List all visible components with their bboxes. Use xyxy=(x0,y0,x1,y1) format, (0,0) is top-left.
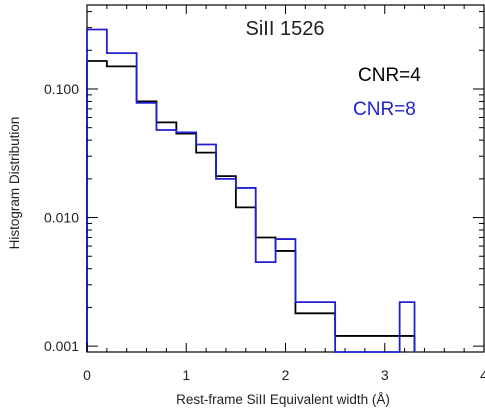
y-tick-label: 0.001 xyxy=(44,338,79,354)
series-layer xyxy=(86,28,416,353)
plot-frame xyxy=(86,4,485,353)
plot-area xyxy=(86,4,485,353)
y-axis-label: Histogram Distribution xyxy=(7,117,22,250)
series-line-cnr-8 xyxy=(86,28,416,353)
x-tick-label: 2 xyxy=(282,367,290,383)
legend-entry-cnr4: CNR=4 xyxy=(358,65,421,86)
x-tick-label: 4 xyxy=(480,367,485,383)
y-tick-label: 0.100 xyxy=(44,81,79,97)
x-tick-label: 3 xyxy=(381,367,389,383)
legend-entry-cnr8: CNR=8 xyxy=(353,99,416,120)
x-tick-label: 1 xyxy=(182,367,190,383)
x-tick-label: 0 xyxy=(83,367,91,383)
y-tick-label: 0.010 xyxy=(44,210,79,226)
x-axis-label: Rest-frame SiII Equivalent width (Å) xyxy=(176,392,390,407)
tick-layer: 0 1 2 3 4 0.100 0.010 0.001 xyxy=(44,5,485,383)
chart-title: SiII 1526 xyxy=(246,18,325,40)
